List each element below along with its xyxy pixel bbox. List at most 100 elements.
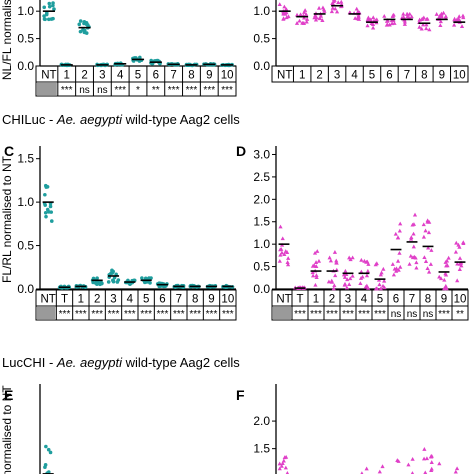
- panel-d-data-point: [393, 231, 398, 236]
- panel-d-significance-label: ***: [326, 309, 338, 320]
- panel-a-significance-label: ***: [221, 85, 233, 96]
- panel-c-category-label: NT: [40, 294, 55, 306]
- panel-d-data-point: [443, 260, 448, 264]
- panel-b-data-point: [314, 15, 319, 20]
- panel-c-data-point: [110, 268, 114, 273]
- panel-f-data-point: [423, 470, 428, 474]
- panel-a-data-point: [47, 4, 52, 9]
- panel-d-data-point: [315, 249, 320, 253]
- panel-b-data-point: [329, 9, 334, 14]
- panel-d-data-point: [457, 256, 463, 260]
- panel-c-data-point: [140, 276, 144, 280]
- panel-d-data-point: [408, 253, 413, 258]
- panel-d-data-point: [279, 250, 285, 255]
- panel-d-nt-cell: [273, 307, 291, 319]
- panel-a-y-tick-label: 0.0: [17, 59, 34, 73]
- panel-f-y-tick-label: 1.5: [253, 442, 270, 456]
- panel-a-data-point: [84, 22, 89, 26]
- panel-d-data-point: [280, 236, 285, 241]
- panel-b-data-point: [370, 22, 376, 26]
- panel-c-category-label: T: [61, 294, 68, 306]
- panel-c-significance-label: ***: [206, 309, 218, 320]
- panel-c-category-label: 1: [78, 294, 84, 306]
- panel-b-data-point: [354, 6, 359, 11]
- panel-d-category-label: T: [296, 294, 303, 306]
- panel-d-data-point: [342, 275, 348, 279]
- panel-d-data-point: [331, 286, 336, 291]
- panel-c-significance-label: ***: [140, 309, 152, 320]
- panel-d-data-point: [279, 247, 284, 251]
- panel-d-data-point: [453, 249, 459, 254]
- panel-c-data-point: [44, 214, 48, 219]
- panel-c-data-point: [109, 271, 113, 276]
- panel-c-data-point: [91, 276, 96, 281]
- panel-b-data-point: [417, 17, 422, 22]
- panel-d-significance-label: ns: [407, 309, 418, 320]
- panel-d-data-point: [455, 261, 460, 266]
- panel-d-significance-label: ***: [374, 309, 386, 320]
- panel-b-data-point: [317, 16, 322, 20]
- panel-a-category-label: 9: [206, 70, 212, 82]
- panel-d-significance-label: **: [456, 309, 464, 320]
- panel-b-category-label: 9: [439, 70, 445, 82]
- panel-b-data-point: [294, 21, 300, 25]
- panel-d-y-tick-label: 2.5: [253, 170, 270, 184]
- panel-d-data-point: [328, 258, 333, 263]
- panel-d-data-point: [283, 249, 288, 253]
- panel-d-data-point: [310, 270, 315, 275]
- panel-a-category-label: 6: [153, 70, 159, 82]
- panel-d-data-point: [396, 235, 401, 240]
- panel-b-data-point: [284, 10, 289, 15]
- panel-b-category-label: 2: [316, 70, 322, 82]
- panel-f-data-point: [280, 461, 285, 465]
- panel-f-data-point: [277, 466, 282, 471]
- panel-d-data-point: [459, 263, 464, 268]
- panel-b-data-point: [438, 19, 443, 24]
- panel-b-data-point: [281, 11, 286, 16]
- panel-d-category-label: 7: [409, 294, 415, 306]
- panel-d-data-point: [392, 266, 397, 271]
- panel-b-category-label: 7: [404, 70, 410, 82]
- panel-f-data-point: [364, 466, 369, 471]
- panel-e-data-point: [46, 447, 51, 452]
- panel-b-data-point: [434, 12, 439, 16]
- panel-f-data-point: [281, 458, 286, 463]
- panel-d-data-point: [359, 257, 364, 262]
- panel-f-data-point: [377, 469, 382, 474]
- panel-b-data-point: [409, 14, 414, 19]
- panel-d-data-point: [343, 268, 348, 273]
- panel-d-significance-label: ns: [423, 309, 434, 320]
- panel-b-category-label: 3: [334, 70, 340, 82]
- panel-d-data-point: [425, 266, 430, 271]
- panel-d-y-tick-label: 0.5: [253, 260, 270, 274]
- panel-c-data-point: [99, 281, 104, 286]
- panel-d-data-point: [412, 212, 418, 217]
- panel-d-data-point: [286, 256, 291, 260]
- panel-a-category-label: 8: [188, 70, 194, 82]
- panel-d-data-point: [422, 255, 427, 260]
- panel-d-data-point: [457, 244, 462, 249]
- panel-d-data-point: [394, 268, 399, 273]
- panel-d-data-point: [390, 262, 395, 266]
- panel-f-y-tick-label: 2.0: [253, 414, 270, 428]
- panel-b-data-point: [282, 4, 287, 9]
- panel-e-letter: E: [4, 387, 13, 403]
- panel-b-data-point: [460, 13, 466, 18]
- panel-b-data-point: [385, 22, 390, 27]
- panel-d-data-point: [421, 222, 426, 227]
- panel-c-significance-label: ***: [157, 309, 169, 320]
- panel-b-data-point: [330, 5, 335, 10]
- panel-a-significance-label: *: [136, 85, 140, 96]
- panel-d-data-point: [426, 245, 431, 250]
- panel-b-category-label: 1: [299, 70, 305, 82]
- panel-c-data-point: [47, 210, 51, 214]
- panel-a-data-point: [49, 17, 54, 21]
- panel-d-data-point: [345, 277, 350, 282]
- panel-a-significance-label: ns: [97, 85, 108, 96]
- panel-b-data-point: [333, 6, 338, 11]
- panel-a-data-point: [42, 17, 47, 21]
- panel-a-significance-label: ***: [114, 85, 126, 96]
- panel-d-data-point: [382, 278, 387, 283]
- panel-d-data-point: [313, 260, 319, 264]
- panel-d-data-point: [377, 282, 382, 287]
